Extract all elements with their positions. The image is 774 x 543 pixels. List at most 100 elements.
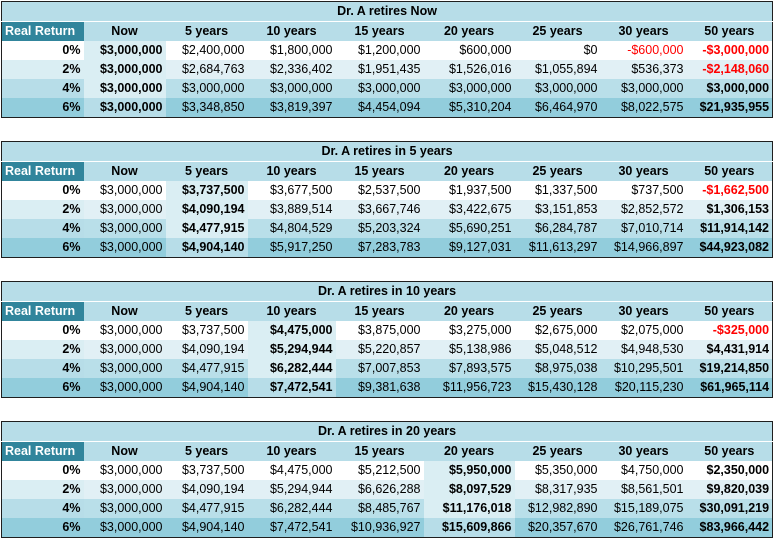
value-cell: $9,381,638	[335, 378, 424, 398]
value-cell: $2,350,000	[686, 461, 773, 480]
value-cell: $11,613,297	[514, 238, 601, 258]
value-cell: $4,904,140	[165, 518, 248, 538]
rate-label: 2%	[1, 340, 84, 359]
rate-label: 6%	[1, 98, 84, 118]
table-title: Dr. A retires in 5 years	[1, 141, 773, 162]
column-header: 50 years	[686, 441, 773, 461]
value-cell: $20,115,230	[600, 378, 687, 398]
column-header: 25 years	[514, 441, 601, 461]
value-cell: $10,936,927	[335, 518, 424, 538]
column-header: Now	[83, 161, 166, 181]
value-cell: $1,055,894	[514, 60, 601, 79]
value-cell: $6,464,970	[514, 98, 601, 118]
table-row: 4% $3,000,000 $4,477,915 $6,282,444 $7,007,8…	[1, 359, 773, 378]
rate-label: 2%	[1, 60, 84, 79]
table-title: Dr. A retires in 10 years	[1, 281, 773, 302]
table-row: 6% $3,000,000 $4,904,140 $5,917,250 $7,283,7…	[1, 238, 773, 258]
value-cell: -$3,000,000	[686, 41, 773, 60]
value-cell: $1,800,000	[247, 41, 336, 60]
value-cell: $3,000,000	[83, 41, 166, 60]
rate-label: 4%	[1, 499, 84, 518]
value-cell: $21,935,955	[686, 98, 773, 118]
column-header: 15 years	[335, 21, 424, 41]
value-cell: $7,283,783	[335, 238, 424, 258]
value-cell: $3,000,000	[83, 181, 166, 200]
value-cell: $1,937,500	[423, 181, 515, 200]
value-cell: $83,966,442	[686, 518, 773, 538]
value-cell: $600,000	[423, 41, 515, 60]
value-cell: $8,975,038	[514, 359, 601, 378]
value-cell: $15,430,128	[514, 378, 601, 398]
table-row: 0% $3,000,000 $2,400,000 $1,800,000 $1,200,0…	[1, 41, 773, 60]
value-cell: $30,091,219	[686, 499, 773, 518]
value-cell: $5,917,250	[247, 238, 336, 258]
column-header: 20 years	[423, 21, 515, 41]
column-header: 20 years	[423, 301, 515, 321]
table-title: Dr. A retires Now	[1, 1, 773, 22]
column-header: 30 years	[600, 301, 687, 321]
value-cell: $3,000,000	[83, 238, 166, 258]
rate-label: 6%	[1, 238, 84, 258]
rate-label: 6%	[1, 378, 84, 398]
column-header: 15 years	[335, 161, 424, 181]
value-cell: $4,904,140	[165, 238, 248, 258]
value-cell: $3,000,000	[514, 79, 601, 98]
column-header: 15 years	[335, 301, 424, 321]
value-cell: $3,667,746	[335, 200, 424, 219]
column-header: 10 years	[247, 301, 336, 321]
value-cell: $3,737,500	[165, 461, 248, 480]
value-cell: -$1,662,500	[686, 181, 773, 200]
column-header: 50 years	[686, 301, 773, 321]
column-header: 10 years	[247, 441, 336, 461]
value-cell: $6,282,444	[247, 499, 336, 518]
rate-label: 0%	[1, 321, 84, 340]
value-cell: $3,000,000	[83, 499, 166, 518]
rate-label: 0%	[1, 41, 84, 60]
value-cell: $1,200,000	[335, 41, 424, 60]
value-cell: $3,000,000	[83, 79, 166, 98]
rate-label: 6%	[1, 518, 84, 538]
table-title: Dr. A retires in 20 years	[1, 421, 773, 442]
column-header: 25 years	[514, 301, 601, 321]
column-header: 5 years	[165, 21, 248, 41]
value-cell: $14,966,897	[600, 238, 687, 258]
value-cell: $7,472,541	[247, 378, 336, 398]
value-cell: $2,684,763	[165, 60, 248, 79]
column-header: 30 years	[600, 21, 687, 41]
value-cell: $20,357,670	[514, 518, 601, 538]
table-row: 6% $3,000,000 $4,904,140 $7,472,541 $10,936,…	[1, 518, 773, 538]
value-cell: $4,804,529	[247, 219, 336, 238]
value-cell: $8,317,935	[514, 480, 601, 499]
row-header-label: Real Return	[1, 301, 84, 321]
table-block: Dr. A retires in 5 years Real Return Now 5 …	[1, 141, 773, 258]
value-cell: $3,275,000	[423, 321, 515, 340]
value-cell: $8,097,529	[423, 480, 515, 499]
value-cell: $2,675,000	[514, 321, 601, 340]
column-header: 20 years	[423, 161, 515, 181]
column-header: 10 years	[247, 161, 336, 181]
value-cell: $10,295,501	[600, 359, 687, 378]
value-cell: $6,284,787	[514, 219, 601, 238]
value-cell: $2,075,000	[600, 321, 687, 340]
value-cell: $3,819,397	[247, 98, 336, 118]
value-cell: $4,454,094	[335, 98, 424, 118]
column-header: 5 years	[165, 441, 248, 461]
value-cell: $8,561,501	[600, 480, 687, 499]
value-cell: $3,875,000	[335, 321, 424, 340]
value-cell: $1,337,500	[514, 181, 601, 200]
table-row: 0% $3,000,000 $3,737,500 $4,475,000 $3,875,0…	[1, 321, 773, 340]
value-cell: $8,022,575	[600, 98, 687, 118]
value-cell: $7,472,541	[247, 518, 336, 538]
column-header: 50 years	[686, 21, 773, 41]
value-cell: $5,212,500	[335, 461, 424, 480]
value-cell: $3,348,850	[165, 98, 248, 118]
rate-label: 0%	[1, 181, 84, 200]
value-cell: $3,000,000	[83, 340, 166, 359]
value-cell: $3,000,000	[247, 79, 336, 98]
value-cell: $5,350,000	[514, 461, 601, 480]
table-row: 0% $3,000,000 $3,737,500 $3,677,500 $2,537,5…	[1, 181, 773, 200]
rate-label: 4%	[1, 359, 84, 378]
value-cell: $2,852,572	[600, 200, 687, 219]
value-cell: $7,010,714	[600, 219, 687, 238]
